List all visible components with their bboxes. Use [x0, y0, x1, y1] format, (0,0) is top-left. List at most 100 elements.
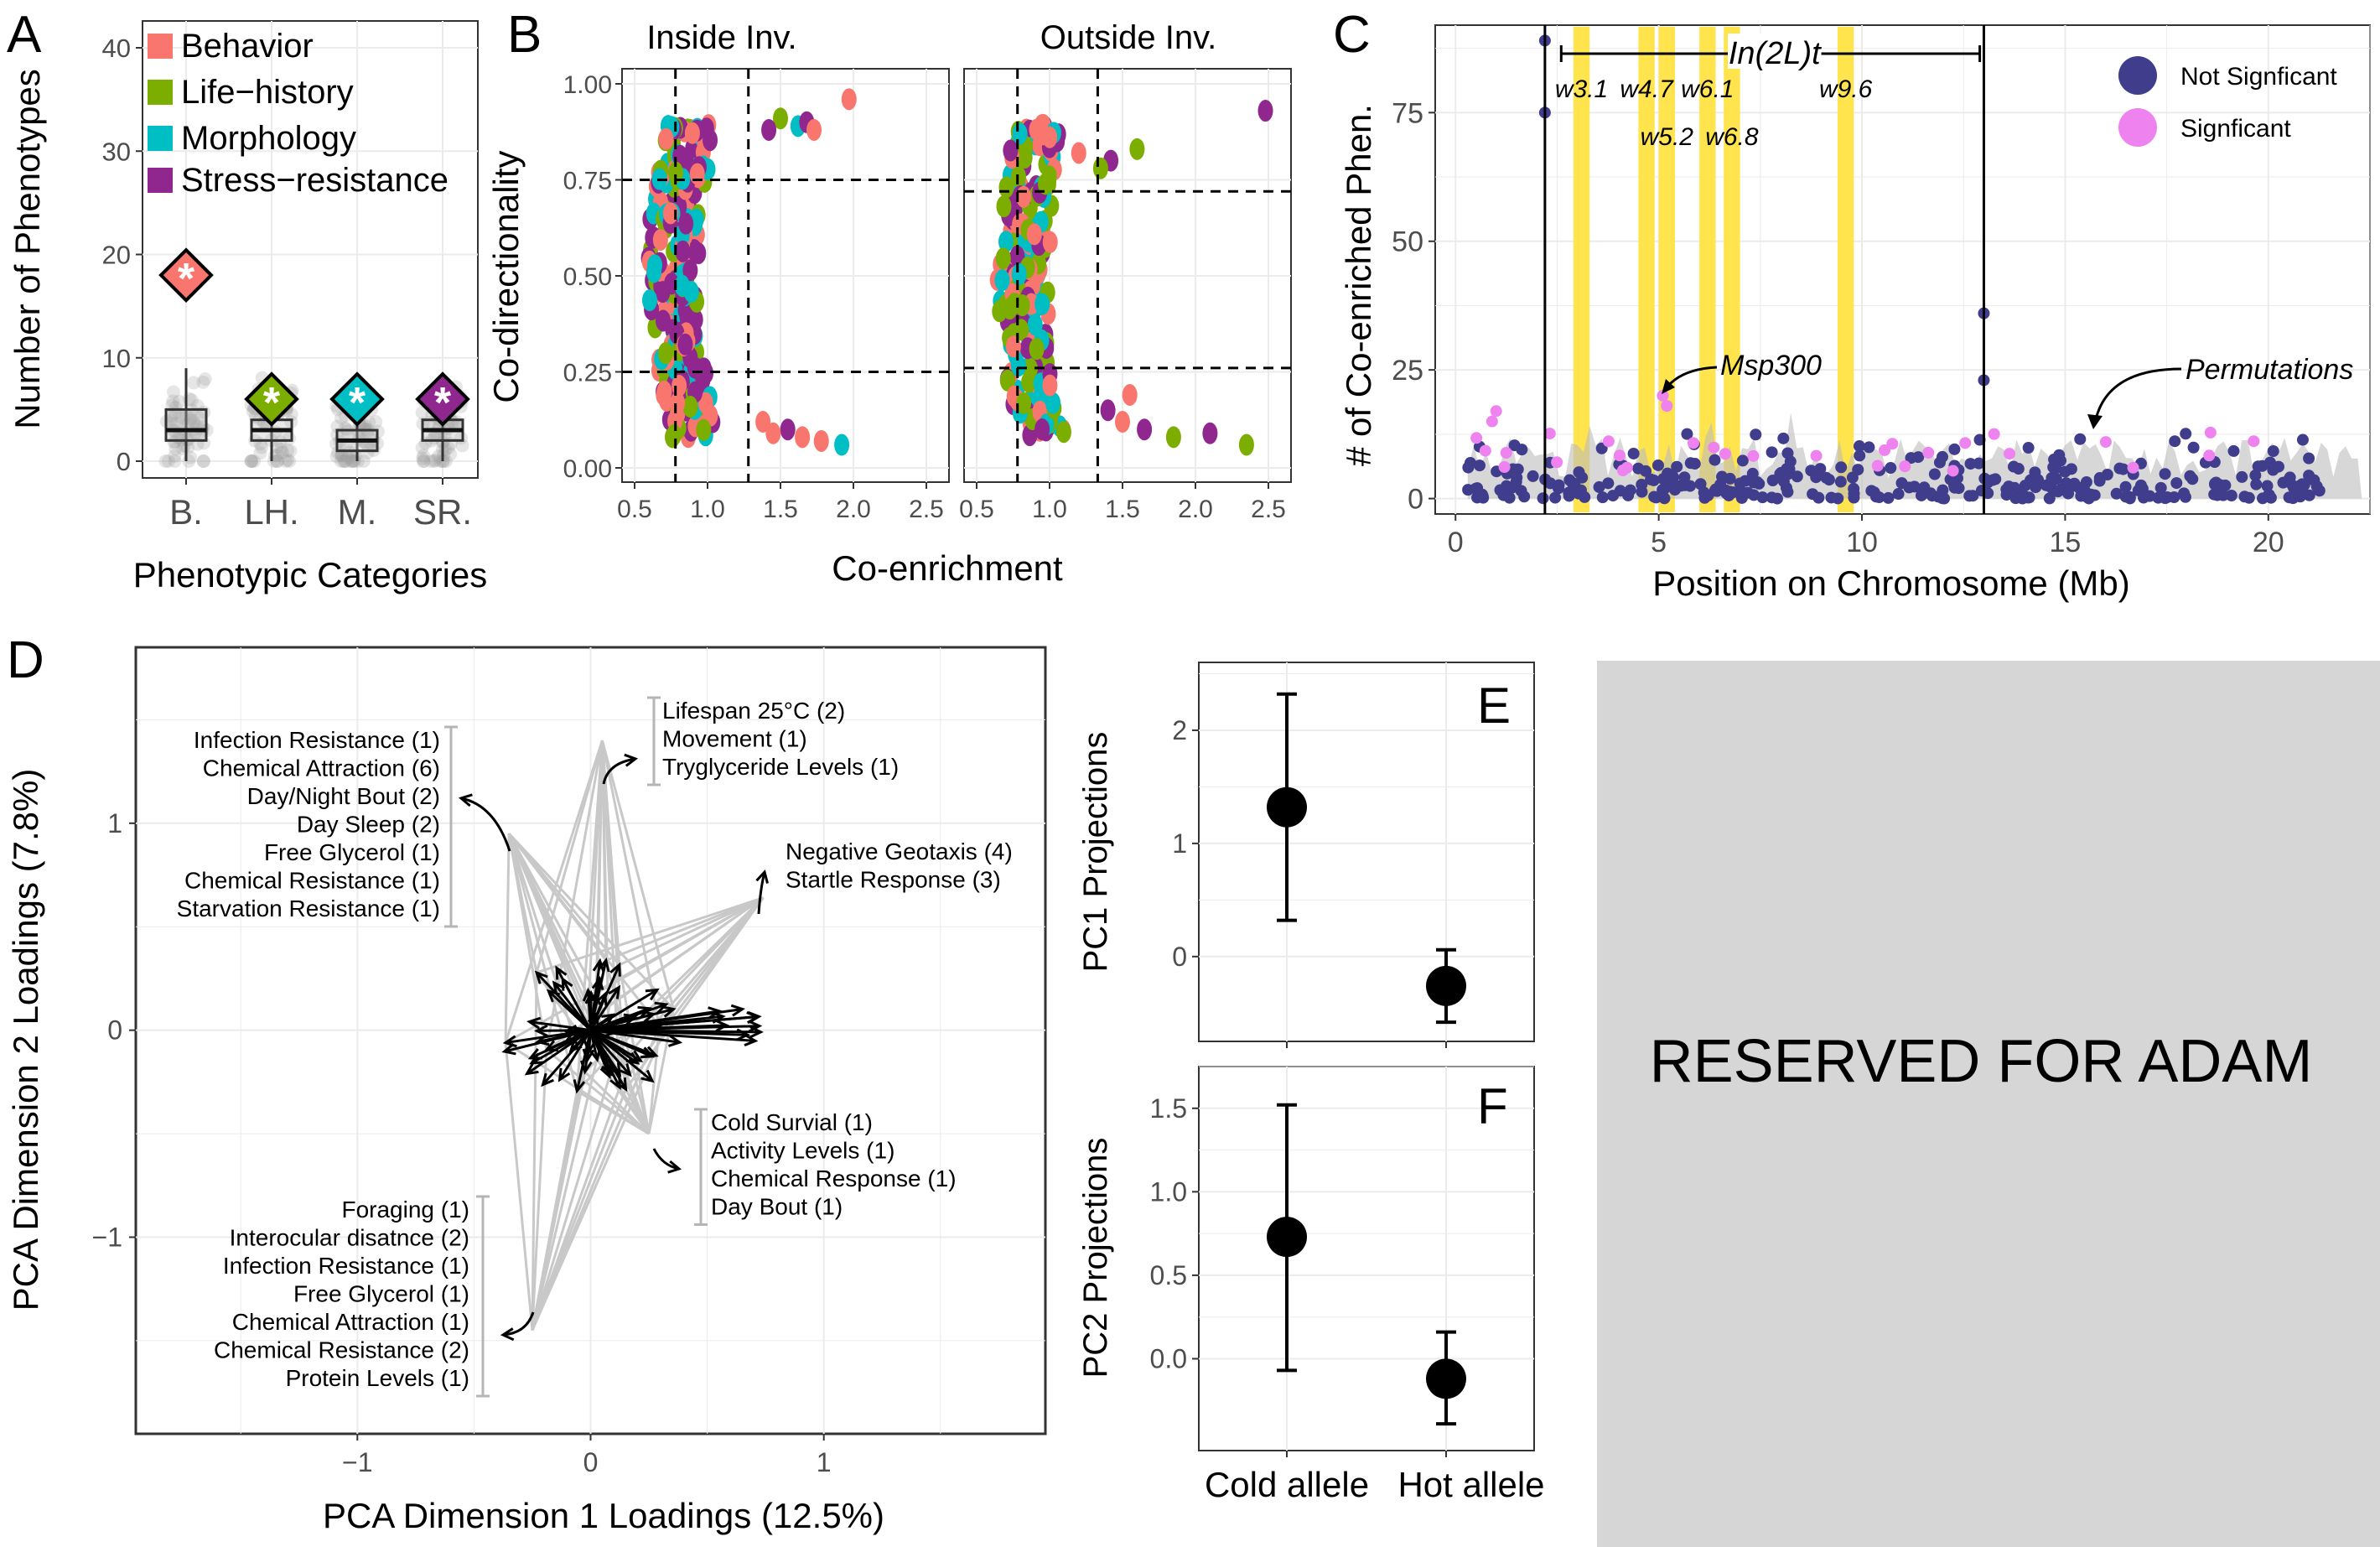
scatter-point [684, 122, 700, 144]
point-not-significant [1908, 480, 1921, 493]
x-tick-label: 0.5 [617, 496, 652, 523]
loading-arrowhead [654, 1001, 669, 1014]
panel-d-y-axis-title: PCA Dimension 2 Loadings (7.8%) [6, 769, 45, 1311]
group-arrow [757, 871, 766, 915]
legend-key-life-history [148, 80, 173, 105]
panel-a-x-axis-title: Phenotypic Categories [133, 555, 488, 594]
window-band [1638, 27, 1655, 512]
point-not-significant [1651, 459, 1664, 471]
point-not-significant [1777, 432, 1790, 444]
jitter-dot [246, 454, 261, 468]
point-not-significant [2257, 492, 2269, 505]
point-significant [2204, 426, 2217, 439]
loading-arrowhead [715, 1019, 730, 1032]
loading-arrowhead [582, 1048, 595, 1063]
point-not-significant [2294, 491, 2306, 503]
panel-f-content: 0.0 0.5 1.0 1.5 [1150, 1066, 1534, 1457]
scatter-point [999, 369, 1015, 392]
scatter-point [682, 396, 698, 418]
point-not-significant [2088, 489, 2101, 501]
point-not-significant [2264, 491, 2277, 504]
point-not-significant [2009, 492, 2022, 505]
point-significant [1810, 449, 1823, 462]
point-not-significant [1734, 477, 1746, 490]
point-not-significant [1602, 477, 1615, 490]
jitter-dot [174, 409, 188, 423]
x-tick-label: LH. [244, 492, 298, 532]
point-not-significant [2227, 444, 2240, 457]
panel-d-ticks: −1 −1 0 0 1 1 [92, 808, 832, 1477]
panel-b-facet-outside: Outside Inv. [1040, 19, 1216, 56]
loading-arrowhead [744, 1034, 759, 1046]
point-not-significant [1750, 428, 1762, 441]
scatter-point [1021, 371, 1037, 393]
legend-key-significant [2118, 108, 2157, 147]
jitter-dot [164, 408, 179, 423]
loading-arrowhead [552, 980, 566, 995]
connector-line [619, 896, 765, 967]
connector-line [600, 740, 608, 961]
scatter-point [1026, 223, 1042, 246]
y-tick-label: 0 [1172, 942, 1187, 972]
point-not-significant [1473, 459, 1486, 472]
loading-arrowhead [748, 1020, 763, 1033]
jitter-dot [284, 408, 298, 422]
jitter-dot [166, 394, 180, 408]
point-not-significant [2184, 470, 2196, 482]
loading-arrowhead [730, 1004, 746, 1017]
point-not-significant [1756, 491, 1769, 504]
jitter-dot [428, 453, 443, 467]
point-not-significant [1938, 492, 1951, 505]
point-not-significant [1975, 485, 1988, 497]
scatter-point [670, 392, 686, 414]
point-not-significant [2075, 490, 2087, 502]
panel-c-x-axis-title: Position on Chromosome (Mb) [1652, 563, 2130, 603]
scatter-point [1012, 122, 1028, 145]
loading-arrow [529, 1020, 591, 1032]
jitter-dot [275, 445, 289, 459]
connector-line [545, 1048, 651, 1135]
y-tick-label: 0 [107, 1015, 122, 1046]
window-label: w6.1 [1681, 75, 1734, 103]
scatter-point [1016, 392, 1032, 414]
connector-line [507, 833, 548, 1051]
scatter-point [806, 118, 822, 141]
jitter-dot [168, 434, 182, 449]
group-arrowhead [458, 793, 473, 807]
scatter-point [1009, 245, 1025, 267]
jitter-dot [417, 449, 431, 463]
point-significant [2203, 449, 2216, 462]
jitter-dot [186, 414, 200, 428]
point-not-significant [2263, 456, 2276, 469]
point-not-significant [2210, 476, 2222, 489]
point-significant [2127, 461, 2139, 474]
jitter-dot [244, 454, 258, 468]
point-significant [1959, 437, 1972, 449]
scatter-point [1129, 138, 1145, 160]
scatter-point [657, 342, 673, 365]
point-not-significant [1775, 466, 1787, 479]
loading-arrowhead [527, 1048, 542, 1060]
jitter-dot [255, 440, 269, 454]
connector-line [536, 896, 764, 974]
group-label: Movement (1) [662, 726, 807, 752]
scatter-point [992, 300, 1008, 323]
point-not-significant [2059, 465, 2071, 478]
group-label: Chemical Response (1) [711, 1165, 957, 1191]
mean-point [1267, 786, 1307, 828]
point-not-significant [1632, 462, 1645, 475]
loading-arrowhead [501, 1042, 516, 1056]
point-not-significant [1471, 482, 1484, 495]
point-not-significant [2261, 480, 2274, 492]
x-tick-label: 2.5 [1251, 496, 1286, 523]
connector-line [504, 740, 604, 1044]
group-label: Day Sleep (2) [297, 812, 440, 838]
observed-star: * [349, 379, 366, 428]
legend-key-stress-resistance [148, 168, 173, 193]
x-tick-label: 1.0 [1032, 496, 1067, 523]
point-not-significant [1553, 479, 1565, 491]
observed-diamond [244, 371, 299, 427]
scatter-point [1165, 426, 1181, 449]
jitter-dot [158, 454, 173, 468]
scatter-point [652, 229, 668, 252]
